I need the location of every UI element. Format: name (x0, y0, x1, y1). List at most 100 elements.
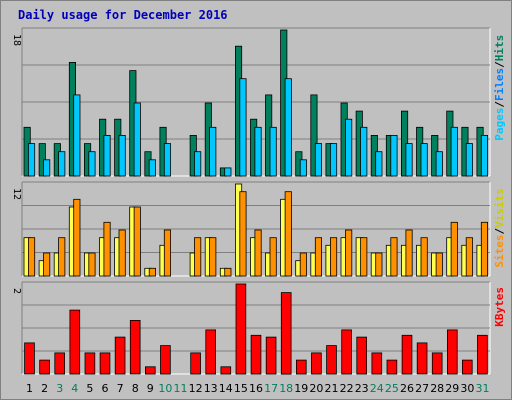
bar-sites-day-15 (239, 191, 247, 277)
bar-kbytes-day-30 (461, 359, 473, 375)
bar-kbytes-day-17 (265, 336, 277, 375)
bar-sites-day-14 (224, 267, 232, 277)
bar-sites-day-26 (405, 229, 413, 277)
x-tick-label: 21 (325, 382, 339, 395)
bar-files-day-15 (239, 78, 247, 177)
bar-kbytes-day-25 (386, 359, 398, 375)
bar-files-day-23 (360, 126, 368, 177)
bar-files-day-16 (254, 126, 262, 177)
bar-sites-day-28 (435, 252, 443, 277)
x-tick-label: 10 (158, 382, 172, 395)
legend-label-slash: / (493, 227, 506, 234)
legend-label-slash: / (493, 61, 506, 68)
bar-sites-day-31 (480, 221, 488, 277)
bar-sites-day-7 (118, 229, 126, 277)
bar-sites-day-20 (314, 237, 322, 277)
bar-files-day-20 (314, 143, 322, 177)
bar-files-day-27 (420, 143, 428, 177)
x-tick-label: 4 (71, 382, 78, 395)
bar-sites-day-21 (329, 237, 338, 277)
x-tick-label: 2 (41, 382, 48, 395)
bar-files-day-2 (43, 159, 51, 177)
bar-kbytes-day-1 (24, 342, 35, 375)
x-tick-label: 13 (204, 382, 218, 395)
bar-files-day-7 (118, 134, 126, 177)
bar-sites-day-19 (299, 252, 307, 277)
x-tick-label: 30 (460, 382, 474, 395)
bar-files-day-17 (269, 126, 277, 177)
bar-kbytes-day-20 (311, 352, 322, 375)
bar-files-day-8 (133, 102, 141, 177)
bar-kbytes-day-31 (477, 334, 488, 375)
x-tick-label: 16 (249, 382, 263, 395)
bar-kbytes-day-13 (205, 329, 217, 375)
x-tick-label: 9 (147, 382, 154, 395)
bar-kbytes-day-27 (416, 342, 428, 375)
x-tick-label: 14 (219, 382, 233, 395)
x-tick-label: 7 (117, 382, 124, 395)
bar-sites-day-10 (163, 229, 172, 277)
bar-files-day-29 (450, 126, 458, 177)
bar-sites-day-16 (254, 229, 262, 277)
bar-files-day-9 (148, 159, 156, 177)
chart-title: Daily usage for December 2016 (18, 8, 228, 22)
bar-kbytes-day-19 (295, 359, 307, 375)
bar-files-day-21 (329, 143, 338, 177)
x-tick-label: 12 (189, 382, 203, 395)
x-tick-label: 6 (102, 382, 109, 395)
bar-files-day-26 (405, 143, 413, 177)
bar-sites-day-12 (194, 237, 202, 277)
bar-files-day-31 (480, 134, 488, 177)
x-tick-label: 1 (26, 382, 33, 395)
bar-sites-day-3 (58, 237, 66, 277)
x-tick-label: 20 (309, 382, 323, 395)
bar-kbytes-day-22 (341, 329, 352, 375)
bar-files-day-25 (390, 134, 398, 177)
bar-sites-day-1 (27, 237, 36, 277)
bar-kbytes-day-4 (69, 309, 81, 375)
x-tick-label: 19 (294, 382, 308, 395)
bar-kbytes-day-9 (144, 366, 156, 375)
bar-sites-day-13 (209, 237, 217, 277)
legend-label-hits: Hits (493, 35, 506, 62)
x-tick-label: 29 (445, 382, 459, 395)
bar-kbytes-day-6 (99, 352, 111, 375)
bar-sites-day-22 (345, 229, 353, 277)
bar-sites-day-9 (148, 267, 156, 277)
bar-files-day-14 (224, 167, 232, 177)
bar-kbytes-day-24 (371, 352, 383, 375)
bar-kbytes-day-16 (250, 334, 262, 375)
x-tick-label: 26 (400, 382, 414, 395)
bar-kbytes-day-18 (280, 292, 292, 375)
bar-kbytes-day-2 (39, 359, 50, 375)
bar-sites-day-25 (390, 237, 398, 277)
legend-label-pages: Pages (493, 108, 506, 141)
bar-kbytes-day-7 (114, 336, 126, 375)
legend-hits-files-pages: Pages/Files/Hits (493, 35, 506, 141)
bar-kbytes-day-10 (160, 345, 171, 375)
bar-files-day-18 (284, 78, 292, 177)
x-tick-label: 31 (476, 382, 490, 395)
scale-label: 2 (11, 288, 22, 294)
x-tick-label: 24 (370, 382, 384, 395)
x-tick-label: 18 (279, 382, 293, 395)
bar-files-day-1 (27, 143, 36, 177)
bar-files-day-19 (299, 159, 307, 177)
legend-kbytes: KBytes (493, 287, 506, 327)
bar-files-day-30 (465, 143, 473, 177)
legend-label-sites: Sites (493, 234, 506, 267)
bar-kbytes-day-5 (84, 352, 96, 375)
legend-label-visits: Visits (493, 188, 506, 228)
bar-sites-day-8 (133, 206, 141, 277)
legend-label-files: Files (493, 68, 506, 101)
x-tick-label: 28 (430, 382, 444, 395)
bar-files-day-28 (435, 151, 443, 177)
x-tick-label: 15 (234, 382, 248, 395)
bar-sites-day-6 (103, 221, 111, 277)
x-tick-label: 11 (174, 382, 188, 395)
x-tick-label: 23 (355, 382, 369, 395)
bar-files-day-10 (163, 143, 172, 177)
bar-kbytes-day-28 (431, 352, 443, 375)
bar-sites-day-23 (360, 237, 368, 277)
